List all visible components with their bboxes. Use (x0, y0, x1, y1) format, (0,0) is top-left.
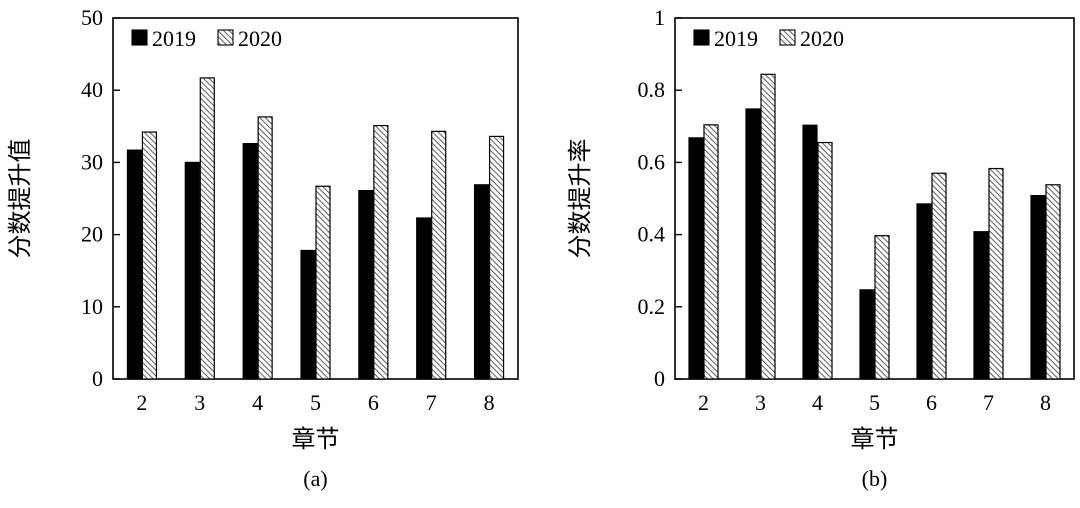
y-tick-label: 0 (654, 366, 665, 391)
x-tick-label: 3 (194, 390, 205, 415)
y-tick-label: 0 (92, 366, 103, 391)
bar-2019-ch5 (300, 249, 316, 380)
bar-2020-ch4 (817, 141, 833, 380)
bar-2019-ch8 (1030, 195, 1046, 380)
bar-2019-ch6 (358, 189, 374, 380)
x-axis-title: 章节 (851, 425, 899, 453)
x-axis-title: 章节 (292, 425, 340, 453)
bar-2019-ch4 (242, 143, 258, 380)
panel-caption: (a) (303, 466, 327, 491)
y-axis-title: 分数提升值 (6, 139, 34, 259)
legend-swatch-2020 (779, 29, 796, 46)
x-tick-label: 2 (136, 390, 147, 415)
bar-2020-ch4 (257, 116, 273, 380)
legend-label: 2019 (714, 26, 758, 51)
bar-2019-ch5 (859, 289, 875, 380)
x-tick-label: 6 (926, 390, 937, 415)
x-tick-label: 7 (983, 390, 994, 415)
y-axis-title: 分数提升率 (566, 139, 594, 259)
legend-label: 2020 (238, 26, 282, 51)
x-tick-label: 8 (484, 390, 495, 415)
bar-2020-ch2 (703, 124, 719, 380)
x-tick-label: 6 (368, 390, 379, 415)
x-tick-label: 5 (310, 390, 321, 415)
bar-2019-ch2 (126, 149, 143, 380)
y-tick-label: 50 (81, 5, 103, 30)
bar-2020-ch6 (373, 124, 389, 380)
legend-swatch-2019 (131, 29, 148, 46)
bar-2019-ch7 (973, 231, 989, 380)
bar-2020-ch3 (199, 77, 215, 380)
y-tick-label: 30 (81, 149, 103, 174)
legend-swatch-2020 (217, 29, 234, 46)
bar-2020-ch6 (931, 172, 947, 380)
x-tick-label: 5 (869, 390, 880, 415)
y-tick-label: 0.2 (638, 294, 666, 319)
y-tick-label: 0.6 (638, 149, 666, 174)
chart-panel-a: 0 10 20 30 40 50 2 3 4 5 6 7 8 2019 2020 章节 分数提升值 (a) (6, 5, 519, 491)
x-tick-label: 2 (698, 390, 709, 415)
y-tick-label: 10 (81, 294, 103, 319)
x-tick-label: 8 (1040, 390, 1051, 415)
bar-2020-ch5 (874, 235, 890, 380)
y-tick-label: 0.4 (638, 222, 666, 247)
chart-panel-b: 0 0.2 0.4 0.6 0.8 1 2 3 4 5 6 7 8 2019 2020 章节 分数提升率 (b) (566, 5, 1075, 491)
panel-caption: (b) (862, 466, 888, 491)
x-tick-label: 7 (426, 390, 437, 415)
legend-label: 2020 (800, 26, 844, 51)
bar-2020-ch7 (988, 167, 1004, 380)
y-tick-label: 20 (81, 222, 103, 247)
bar-2019-ch8 (473, 184, 490, 380)
x-tick-label: 3 (755, 390, 766, 415)
bar-2019-ch3 (745, 108, 761, 380)
bar-2020-ch7 (431, 130, 447, 380)
bar-2019-ch6 (916, 203, 932, 380)
y-tick-label: 1 (654, 5, 665, 30)
bar-2019-ch2 (688, 137, 704, 380)
y-tick-label: 40 (81, 77, 103, 102)
bar-2020-ch8 (1045, 184, 1061, 380)
x-tick-label: 4 (812, 390, 823, 415)
x-tick-label: 4 (252, 390, 263, 415)
legend-swatch-2019 (693, 29, 710, 46)
bar-2019-ch3 (184, 161, 200, 380)
bar-2020-ch8 (488, 135, 505, 380)
legend-label: 2019 (152, 26, 196, 51)
bar-2020-ch5 (315, 185, 331, 380)
y-tick-label: 0.8 (638, 77, 666, 102)
bar-2019-ch7 (416, 217, 432, 380)
bar-2020-ch3 (760, 73, 776, 380)
bar-2019-ch4 (802, 124, 818, 380)
bar-2020-ch2 (141, 131, 158, 380)
